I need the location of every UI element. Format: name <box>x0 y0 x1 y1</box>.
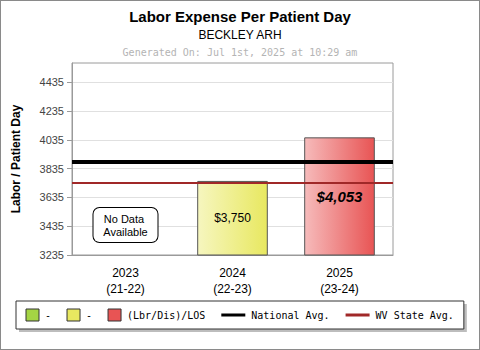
svg-text:-: - <box>45 310 51 321</box>
svg-text:-: - <box>86 310 92 321</box>
svg-text:2023: 2023 <box>112 266 139 280</box>
svg-text:3435: 3435 <box>40 220 64 232</box>
svg-text:Available: Available <box>103 226 147 238</box>
svg-text:(21-22): (21-22) <box>106 282 145 296</box>
svg-text:Generated On: Jul 1st, 2025 at: Generated On: Jul 1st, 2025 at 10:29 am <box>123 47 358 58</box>
svg-text:(23-24): (23-24) <box>320 282 359 296</box>
svg-text:(Lbr/Dis)/LOS: (Lbr/Dis)/LOS <box>127 310 205 321</box>
svg-text:2025: 2025 <box>326 266 353 280</box>
svg-text:$3,750: $3,750 <box>214 211 251 225</box>
svg-text:2024: 2024 <box>219 266 246 280</box>
svg-text:Labor / Patient Day: Labor / Patient Day <box>9 104 23 213</box>
svg-text:BECKLEY ARH: BECKLEY ARH <box>198 28 281 42</box>
svg-text:4435: 4435 <box>40 76 64 88</box>
svg-text:3635: 3635 <box>40 191 64 203</box>
svg-text:4035: 4035 <box>40 134 64 146</box>
svg-text:No Data: No Data <box>104 213 147 225</box>
svg-text:National Avg.: National Avg. <box>251 310 329 321</box>
svg-text:3835: 3835 <box>40 163 64 175</box>
svg-text:WV State Avg.: WV State Avg. <box>376 310 454 321</box>
svg-text:4235: 4235 <box>40 105 64 117</box>
svg-text:(22-23): (22-23) <box>213 282 252 296</box>
svg-text:3235: 3235 <box>40 249 64 261</box>
svg-text:Labor Expense Per Patient Day: Labor Expense Per Patient Day <box>129 8 351 25</box>
svg-text:$4,053: $4,053 <box>316 188 364 205</box>
